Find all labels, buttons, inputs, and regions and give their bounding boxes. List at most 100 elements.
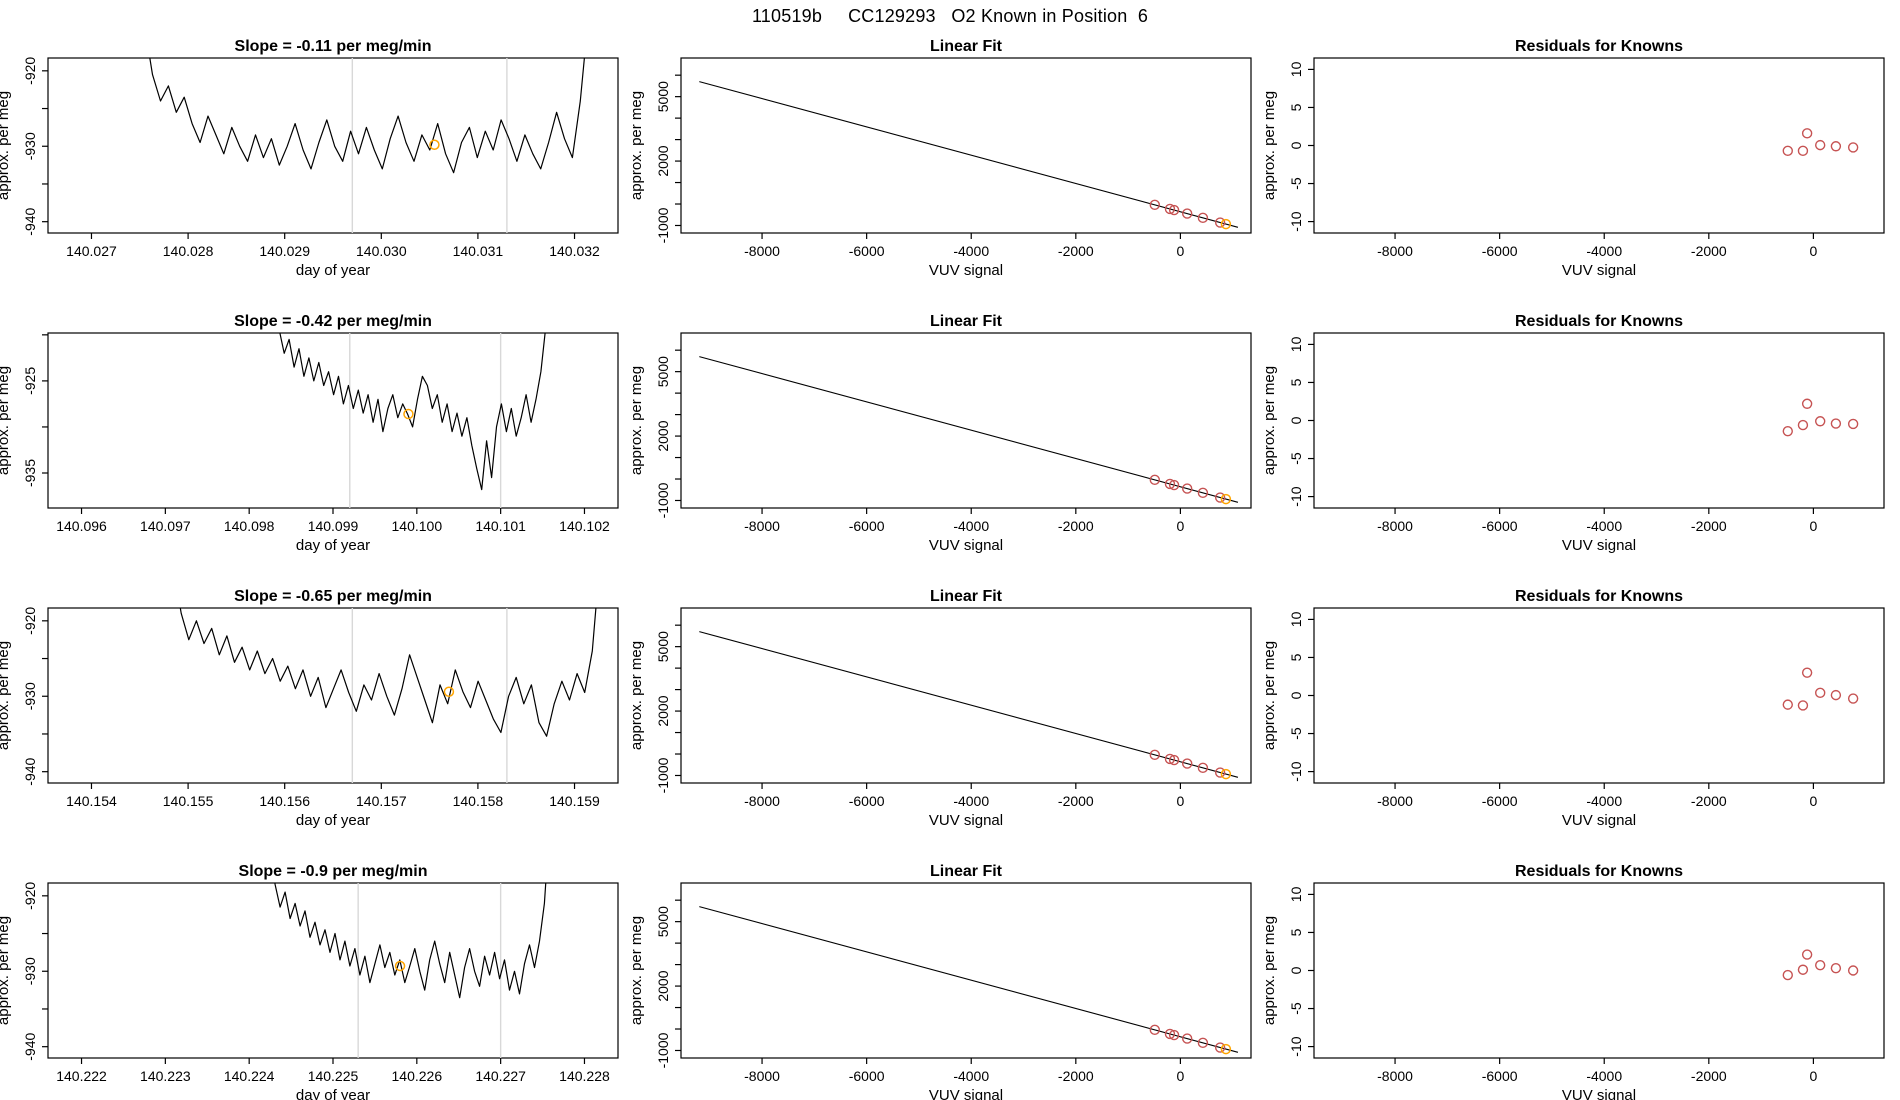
plot-title: Linear Fit [930, 588, 1003, 605]
x-tick-label: -6000 [1482, 518, 1518, 534]
x-tick-label: -8000 [1377, 793, 1413, 809]
x-tick-label: 0 [1810, 243, 1818, 259]
known-point [1164, 478, 1176, 490]
x-axis-label: day of year [296, 1087, 370, 1100]
plot-title: Linear Fit [930, 313, 1003, 330]
x-axis-label: day of year [296, 537, 370, 554]
known-point [1164, 203, 1176, 215]
x-tick-label: -6000 [849, 518, 885, 534]
x-tick-label: 140.225 [308, 1068, 359, 1084]
x-tick-label: 140.028 [163, 243, 214, 259]
known-point [1214, 492, 1226, 503]
known-point [1197, 212, 1209, 224]
x-tick-label: -4000 [1586, 243, 1622, 259]
y-tick-label: 5 [1288, 653, 1304, 661]
y-tick-label: 2000 [655, 970, 671, 1001]
plot-area [1782, 949, 1859, 981]
known-point [1830, 141, 1842, 152]
known-point [1847, 418, 1859, 430]
x-tick-label: -4000 [953, 1068, 989, 1084]
y-tick-label: 5 [1288, 378, 1304, 386]
y-tick-label: -1000 [655, 207, 671, 243]
y-tick-label: -5 [1288, 177, 1304, 190]
x-tick-label: 0 [1810, 518, 1818, 534]
x-axis-label: VUV signal [1562, 1087, 1636, 1100]
y-axis-label: approx. per meg [628, 641, 645, 750]
plot-timeseries-row2: Slope = -0.42 per meg/min 140.096 140.097 1… [0, 313, 619, 554]
y-tick-label: 10 [1288, 336, 1304, 352]
y-tick-label: -10 [1288, 1036, 1304, 1056]
highlight-point [1220, 493, 1232, 505]
x-tick-label: -6000 [849, 793, 885, 809]
known-point [1149, 749, 1160, 761]
known-point [1801, 949, 1813, 960]
x-tick-label: 140.224 [224, 1068, 275, 1084]
x-tick-label: -2000 [1691, 243, 1727, 259]
y-tick-label: -940 [22, 757, 38, 785]
y-tick-label: -10 [1288, 211, 1304, 231]
known-point [1164, 753, 1176, 765]
y-tick-label: -920 [22, 607, 38, 635]
x-tick-label: 140.029 [259, 243, 310, 259]
x-tick-label: -2000 [1691, 1068, 1727, 1084]
plot-timeseries-row1: Slope = -0.11 per meg/min 140.027 140.028 1… [0, 38, 619, 279]
x-tick-label: 0 [1177, 1068, 1185, 1084]
plot-box [1313, 332, 1885, 509]
y-tick-label: -1000 [655, 1032, 671, 1068]
y-axis-label: approx. per meg [1261, 91, 1278, 200]
y-tick-label: -10 [1288, 486, 1304, 506]
x-axis-label: day of year [296, 262, 370, 279]
x-tick-label: 140.027 [66, 243, 117, 259]
plot-area [1782, 667, 1859, 711]
y-axis-label: approx. per meg [628, 91, 645, 200]
known-point [1782, 425, 1793, 437]
known-point [1197, 487, 1209, 499]
known-point [1782, 145, 1793, 157]
y-tick-label: 10 [1288, 61, 1304, 77]
y-axis-label: approx. per meg [0, 366, 12, 475]
y-axis-label: approx. per meg [1261, 366, 1278, 475]
known-point [1197, 762, 1209, 774]
known-point [1830, 689, 1842, 701]
known-point [1815, 416, 1826, 427]
y-tick-label: 2000 [655, 145, 671, 176]
known-point [1168, 1029, 1180, 1041]
plot-box [680, 882, 1252, 1059]
plot-title: Slope = -0.9 per meg/min [239, 863, 428, 880]
plot-title: Slope = -0.42 per meg/min [234, 313, 432, 330]
fit-line [699, 906, 1239, 1053]
x-tick-label: 140.102 [559, 518, 610, 534]
x-tick-label: -6000 [1482, 793, 1518, 809]
known-point [1830, 418, 1842, 429]
known-point [1168, 479, 1180, 491]
plot-title: Linear Fit [930, 38, 1003, 55]
fit-line [699, 81, 1239, 228]
x-tick-label: 0 [1810, 793, 1818, 809]
x-tick-label: 140.156 [259, 793, 310, 809]
x-tick-label: 140.097 [140, 518, 191, 534]
known-point [1197, 1037, 1209, 1049]
x-tick-label: 0 [1810, 1068, 1818, 1084]
plot-area [699, 81, 1239, 230]
plot-title: Residuals for Knowns [1515, 313, 1683, 330]
known-point [1149, 199, 1160, 211]
x-tick-label: -8000 [744, 1068, 780, 1084]
known-point [1815, 959, 1826, 971]
plot-timeseries-row3: Slope = -0.65 per meg/min 140.154 140.155 1… [0, 588, 619, 829]
x-tick-label: -8000 [744, 243, 780, 259]
known-point [1782, 699, 1793, 710]
known-point [1847, 693, 1859, 704]
known-point [1214, 767, 1226, 778]
x-axis-label: VUV signal [929, 262, 1003, 279]
x-tick-label: 140.032 [549, 243, 600, 259]
y-tick-label: 0 [1288, 691, 1304, 699]
y-tick-label: 5 [1288, 928, 1304, 936]
y-tick-label: 5000 [655, 906, 671, 937]
y-tick-label: -920 [22, 57, 38, 85]
signal-trace [279, 333, 546, 491]
known-point [1847, 142, 1859, 153]
x-tick-label: -4000 [953, 793, 989, 809]
y-tick-label: -1000 [655, 757, 671, 793]
plot-title: Residuals for Knowns [1515, 588, 1683, 605]
